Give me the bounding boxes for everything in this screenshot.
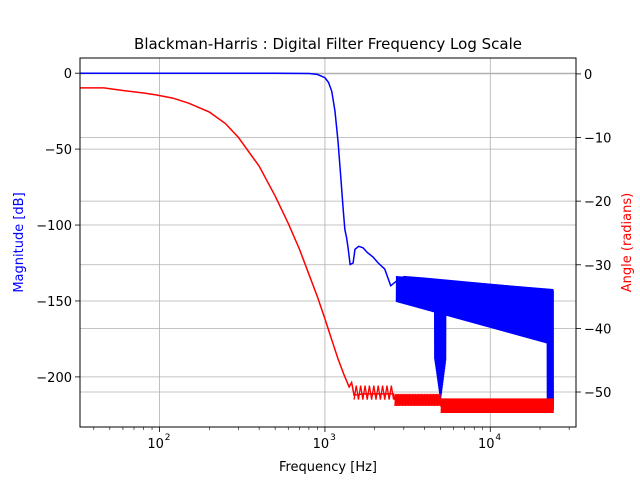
right-y-axis-title: Angle (radians) [620,193,635,292]
right-y-tick-label: −40 [584,322,611,337]
chart-title: Blackman-Harris : Digital Filter Frequen… [134,35,522,53]
plot-series [80,72,554,414]
grid-lines [80,58,576,427]
right-y-tick-label: −10 [584,132,611,147]
magnitude-series-line [80,72,554,292]
left-y-tick-label: 0 [64,67,72,82]
x-tick-label: 10 [313,437,330,452]
x-tick-label: 10 [478,437,495,452]
right-y-tick-label: −50 [584,386,611,401]
left-y-tick-label: −200 [36,371,72,386]
x-axis-title: Frequency [Hz] [279,460,377,475]
left-y-axis-title: Magnitude [dB] [12,192,27,292]
right-y-tick-label: −20 [584,195,611,210]
plot-frame [79,57,577,428]
x-tick-label: 10 [147,437,164,452]
right-y-tick-label: 0 [584,68,592,83]
right-y-tick-label: −30 [584,259,611,274]
left-y-tick-label: −50 [45,143,72,158]
x-tick-exponent: 4 [495,433,501,443]
left-y-tick-label: −100 [36,219,72,234]
angle-ripple-band [394,393,442,407]
left-y-tick-label: −150 [36,295,72,310]
x-tick-exponent: 3 [330,433,336,443]
x-tick-exponent: 2 [165,433,171,443]
angle-series-line [80,87,554,408]
magnitude-ripple-band [395,276,554,405]
axis-ticks: 10 2 10 3 10 40−50−100−150−2000−10−20−30−40−5… [36,67,611,452]
angle-ripple-band [440,398,554,414]
angle-ripple-band [353,385,395,400]
